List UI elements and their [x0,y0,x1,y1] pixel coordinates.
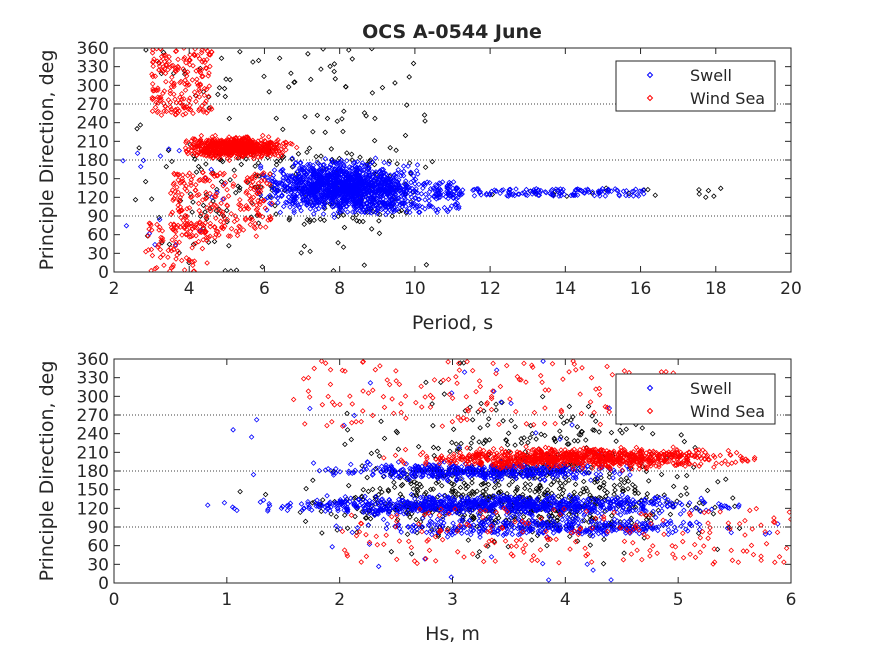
y-tick-label: 360 [77,39,109,59]
x-axis-label: Period, s [412,312,493,334]
y-tick-label: 180 [77,151,109,171]
y-axis-label: Principle Direction, deg [36,50,58,271]
x-tick-label: 16 [630,279,652,299]
x-tick-label: 8 [334,279,345,299]
y-tick-label: 150 [77,170,109,190]
legend[interactable]: Swell Wind Sea [616,61,775,111]
x-tick-label: 4 [184,279,195,299]
x-tick-label: 12 [479,279,501,299]
y-tick-label: 330 [77,58,109,78]
legend-label: Swell [690,66,732,85]
y-tick-label: 270 [77,95,109,115]
x-tick-label: 14 [555,279,577,299]
y-tick-label: 60 [87,226,109,246]
legend-label: Wind Sea [690,89,765,108]
x-tick-label: 10 [404,279,426,299]
x-tick-label: 6 [259,279,270,299]
period-direction-axes: 2 4 6 8 10 12 14 16 18 20 030609012015018021024027… [36,39,802,334]
y-tick-label: 240 [77,114,109,134]
y-tick-label: 300 [77,76,109,96]
y-tick-label: 210 [77,132,109,152]
y-tick-label: 30 [87,244,109,264]
x-tick-label: 2 [109,279,120,299]
x-tick-label: 20 [780,279,802,299]
y-tick-label: 0 [98,263,109,283]
y-tick-label: 120 [77,188,109,208]
x-tick-label: 18 [705,279,727,299]
y-tick-label: 90 [87,207,109,227]
